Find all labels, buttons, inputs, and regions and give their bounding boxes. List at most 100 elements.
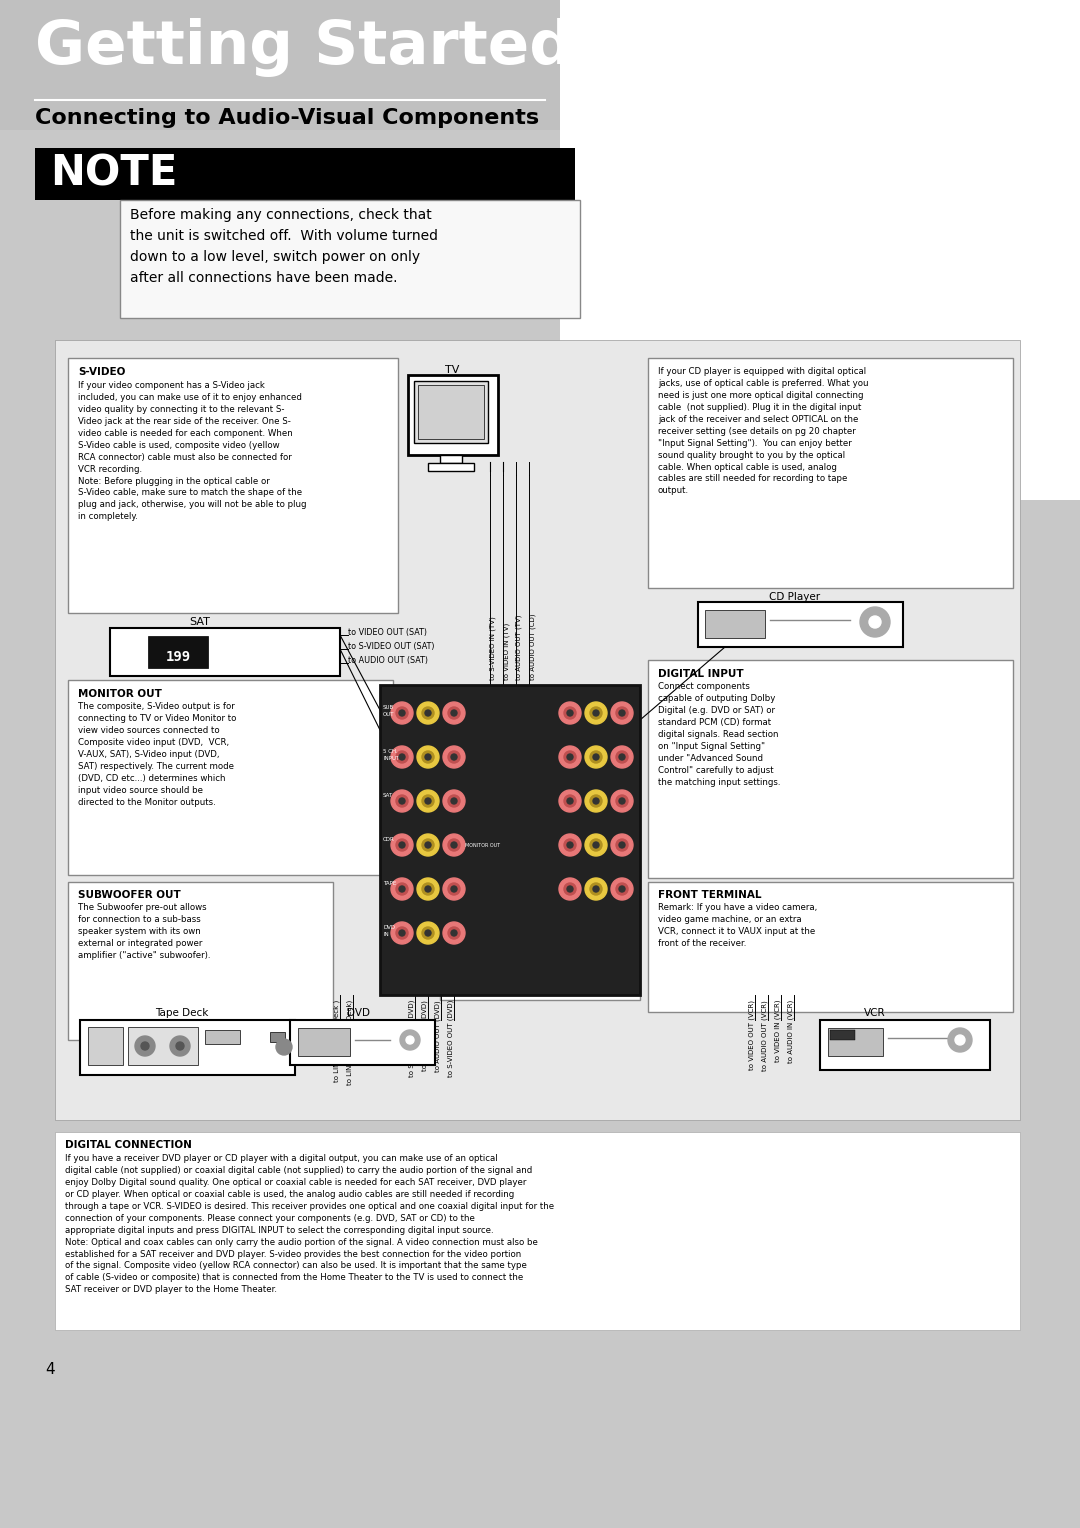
Text: to AUDIO OUT (DVD): to AUDIO OUT (DVD) [434,999,441,1071]
Text: to AUDIO OUT (CD): to AUDIO OUT (CD) [529,614,536,680]
Bar [68,358,399,613]
Bar [55,1132,1020,1329]
Bar [698,602,903,646]
Bar [80,1021,295,1076]
Circle shape [590,707,602,720]
Text: to AUDIO OUT (TV): to AUDIO OUT (TV) [516,614,523,680]
Circle shape [611,790,633,811]
Bar [414,380,488,443]
Bar [418,385,484,439]
Text: to VIDEO IN (TV): to VIDEO IN (TV) [503,623,510,680]
Circle shape [619,753,625,759]
Circle shape [619,798,625,804]
Circle shape [451,842,457,848]
Text: NOTE: NOTE [50,153,177,196]
Circle shape [559,701,581,724]
Text: SAT: SAT [383,793,393,798]
Bar [705,610,765,639]
Text: to S-VIDEO OUT (DVD): to S-VIDEO OUT (DVD) [408,999,415,1077]
Circle shape [422,839,434,851]
Circle shape [611,879,633,900]
Text: The composite, S-Video output is for
connecting to TV or Video Monitor to
view v: The composite, S-Video output is for con… [78,701,237,807]
Circle shape [426,798,431,804]
Bar [831,1030,855,1041]
Bar [291,1021,435,1065]
Circle shape [399,711,405,717]
Circle shape [399,753,405,759]
Circle shape [451,886,457,892]
Bar [408,374,498,455]
Circle shape [616,750,627,762]
Circle shape [567,886,573,892]
Text: to VIDEO OUT (DVD): to VIDEO OUT (DVD) [421,999,428,1071]
Text: to S-VIDEO OUT (DVD): to S-VIDEO OUT (DVD) [447,999,454,1077]
Circle shape [585,701,607,724]
Circle shape [443,879,465,900]
Circle shape [567,753,573,759]
Circle shape [391,746,413,769]
Circle shape [422,750,434,762]
Circle shape [619,886,625,892]
Bar [820,1021,990,1070]
Circle shape [869,616,881,628]
Circle shape [426,711,431,717]
Circle shape [443,834,465,856]
Bar [648,882,1013,1012]
Circle shape [593,842,599,848]
Circle shape [948,1028,972,1051]
Text: Remark: If you have a video camera,
video game machine, or an extra
VCR, connect: Remark: If you have a video camera, vide… [658,903,818,947]
Circle shape [391,790,413,811]
Text: to S-VIDEO IN (TV): to S-VIDEO IN (TV) [490,616,497,680]
Circle shape [391,701,413,724]
Circle shape [559,746,581,769]
Text: MONITOR OUT: MONITOR OUT [465,843,500,848]
Circle shape [443,746,465,769]
Circle shape [585,746,607,769]
Bar [428,463,474,471]
Circle shape [451,931,457,937]
Circle shape [399,798,405,804]
Bar [440,455,462,463]
Bar [120,200,580,318]
Text: DVD: DVD [347,1008,369,1018]
Circle shape [417,921,438,944]
Circle shape [417,879,438,900]
Circle shape [443,921,465,944]
Text: Tape Deck: Tape Deck [156,1008,208,1018]
Text: SUBWOOFER OUT: SUBWOOFER OUT [78,889,180,900]
Circle shape [399,886,405,892]
Bar [648,358,1013,588]
Circle shape [448,927,460,940]
Circle shape [396,927,408,940]
Bar [35,148,575,200]
Circle shape [593,753,599,759]
Circle shape [422,795,434,807]
Bar [298,1028,350,1056]
Text: SAT: SAT [190,617,211,626]
Circle shape [451,798,457,804]
Circle shape [564,795,576,807]
Text: MONITOR OUT: MONITOR OUT [78,689,162,698]
Text: 199: 199 [165,649,190,665]
Bar [828,1028,883,1056]
Circle shape [451,711,457,717]
Circle shape [564,707,576,720]
Circle shape [451,753,457,759]
Circle shape [590,883,602,895]
Circle shape [417,701,438,724]
Text: DVD
IN: DVD IN [383,924,395,937]
Text: TV: TV [445,365,459,374]
Circle shape [399,931,405,937]
Circle shape [590,795,602,807]
Bar [148,636,208,668]
Circle shape [399,842,405,848]
Bar [68,882,333,1041]
Text: 5 CH.
INPUT: 5 CH. INPUT [383,749,400,761]
Text: Connect components capable
of recording digital signals
(e.g. MD, CD recorder pl: Connect components capable of recording … [450,921,579,966]
Circle shape [443,790,465,811]
Circle shape [396,707,408,720]
Circle shape [564,839,576,851]
Circle shape [170,1036,190,1056]
Text: to S-VIDEO OUT (SAT): to S-VIDEO OUT (SAT) [348,642,434,651]
Circle shape [396,795,408,807]
